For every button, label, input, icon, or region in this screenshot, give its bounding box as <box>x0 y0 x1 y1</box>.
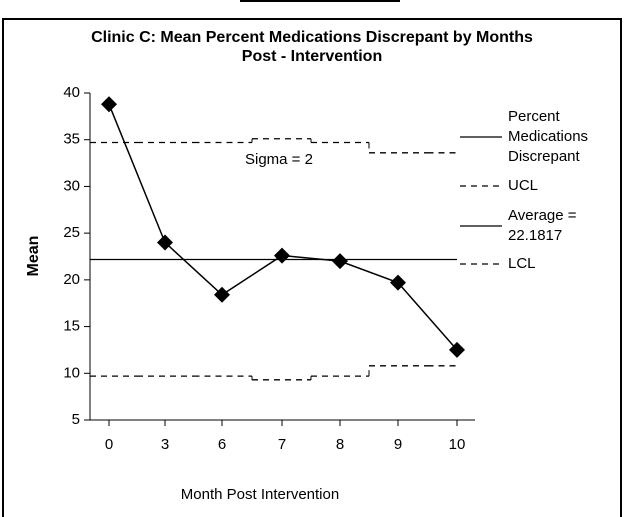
y-tick-label: 5 <box>72 411 80 428</box>
legend-label: UCL <box>508 177 538 194</box>
x-axis-label: Month Post Intervention <box>181 486 339 503</box>
y-tick-label: 15 <box>63 318 80 335</box>
y-axis-label: Mean <box>25 236 42 277</box>
y-tick-label: 20 <box>63 271 80 288</box>
x-tick-label: 3 <box>161 436 169 453</box>
marker <box>274 247 290 264</box>
marker <box>101 96 117 113</box>
marker <box>157 234 173 251</box>
legend-label: LCL <box>508 255 536 272</box>
x-tick-label: 6 <box>218 436 226 453</box>
legend-label: Percent Medications Discrepant <box>508 108 588 165</box>
x-tick-label: 7 <box>278 436 286 453</box>
annotation: Sigma = 2 <box>245 151 313 168</box>
legend-label: Average = 22.1817 <box>508 207 577 244</box>
y-tick-label: 10 <box>63 364 80 381</box>
x-tick-label: 9 <box>394 436 402 453</box>
x-tick-label: 0 <box>105 436 113 453</box>
marker <box>332 253 348 270</box>
chart-title: Clinic C: Mean Percent Medications Discr… <box>91 29 533 65</box>
y-tick-label: 35 <box>63 131 80 148</box>
y-tick-label: 40 <box>63 84 80 101</box>
data-line <box>108 103 458 351</box>
marker <box>214 286 230 303</box>
y-tick-label: 25 <box>63 224 80 241</box>
x-tick-label: 8 <box>336 436 344 453</box>
x-tick-label: 10 <box>449 436 466 453</box>
frame <box>2 18 622 517</box>
marker <box>390 274 406 291</box>
y-tick-label: 30 <box>63 177 80 194</box>
marker <box>449 341 465 358</box>
